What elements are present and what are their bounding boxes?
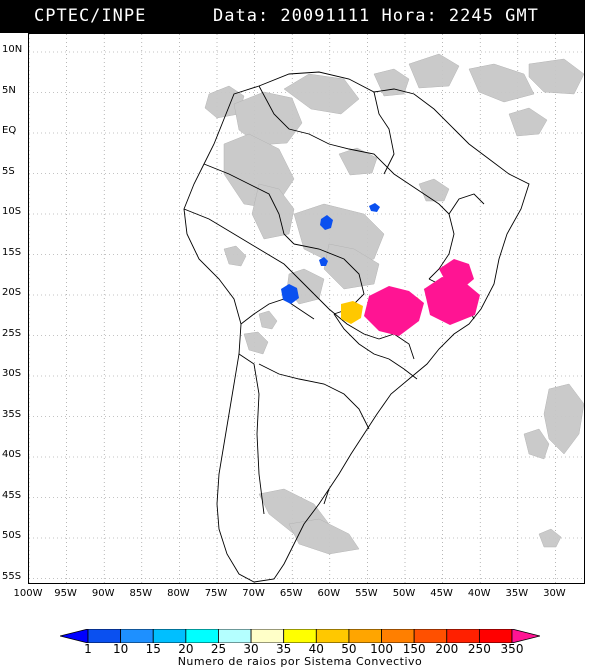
legend-swatch [478,629,513,643]
source-label: CPTEC/INPE [34,6,147,26]
lat-label: EQ [2,125,17,136]
lon-label: 45W [430,588,453,599]
legend-value: 250 [467,642,491,656]
lat-label: 5N [2,84,16,96]
legend-value: 10 [112,642,129,656]
legend-value: 30 [243,642,259,656]
cluster-magenta-3 [439,259,474,289]
lat-label: 50S [2,530,22,541]
lat-label: 20S [2,287,22,298]
legend-title: Numero de raios por Sistema Convectivo [177,655,423,668]
legend-swatch [446,629,480,643]
cluster-magenta-1 [364,286,424,336]
legend-value: 35 [276,642,292,656]
header-bar: CPTEC/INPE Data: 20091111 Hora: 2245 GMT [0,0,585,33]
legend-swatch [218,629,252,643]
lon-label: 80W [167,588,190,599]
lon-label: 50W [392,588,416,599]
lon-label: 30W [543,588,566,599]
lon-label: 85W [129,588,153,599]
lat-label: 25S [2,327,22,339]
cluster-magenta-2 [424,277,480,325]
legend-value: 40 [308,642,324,656]
legend-swatch [348,629,382,643]
legend-value: 50 [341,642,357,656]
legend-swatch [152,629,187,643]
legend-swatch [185,629,219,643]
legend-value: 15 [145,642,161,656]
legend-swatch [120,629,154,643]
lat-label: 5S [2,165,15,177]
lon-label: 65W [279,588,303,599]
lon-label: 100W [13,588,43,599]
legend-swatch [381,629,415,643]
lon-label: 90W [91,588,115,599]
lon-label: 70W [242,588,265,599]
legend-value: 20 [178,642,194,656]
cluster-orange-1 [341,301,363,324]
legend-swatch [315,629,350,643]
lat-label: 30S [2,368,22,379]
lat-label: 55S [2,570,22,582]
cluster-blue-2 [320,215,333,230]
lat-label: 40S [2,449,22,460]
legend-swatch [283,629,317,643]
lat-label: 10S [2,206,22,217]
cloud-cover [204,53,584,555]
legend-swatch [60,629,89,643]
legend-swatch [413,629,448,643]
legend-value: 1 [84,642,92,656]
lon-label: 95W [54,588,77,599]
legend-value: 25 [210,642,227,656]
datetime-label: Data: 20091111 Hora: 2245 GMT [213,6,539,26]
cluster-blue-1 [369,203,380,212]
map-frame [28,33,585,584]
cluster-blue-3 [319,257,328,266]
lon-label: 40W [467,588,491,599]
lon-label: 55W [355,588,378,599]
legend-value: 150 [402,642,426,656]
lon-label: 35W [505,588,529,599]
lat-label: 45S [2,489,22,501]
legend-swatch [511,629,540,643]
legend-value: 350 [500,642,524,656]
lat-label: 35S [2,408,22,420]
map-canvas [29,34,584,583]
lat-label: 15S [2,246,22,258]
country-borders [183,71,530,583]
legend-swatch [250,629,285,643]
lon-label: 75W [204,588,228,599]
legend-swatch [87,629,122,643]
lightning-clusters [281,203,480,336]
legend-colorbar [60,629,540,643]
legend-value: 200 [435,642,459,656]
lon-label: 60W [317,588,341,599]
legend-value: 100 [370,642,393,656]
cluster-blue-4 [281,284,299,304]
lat-label: 10N [2,44,23,55]
